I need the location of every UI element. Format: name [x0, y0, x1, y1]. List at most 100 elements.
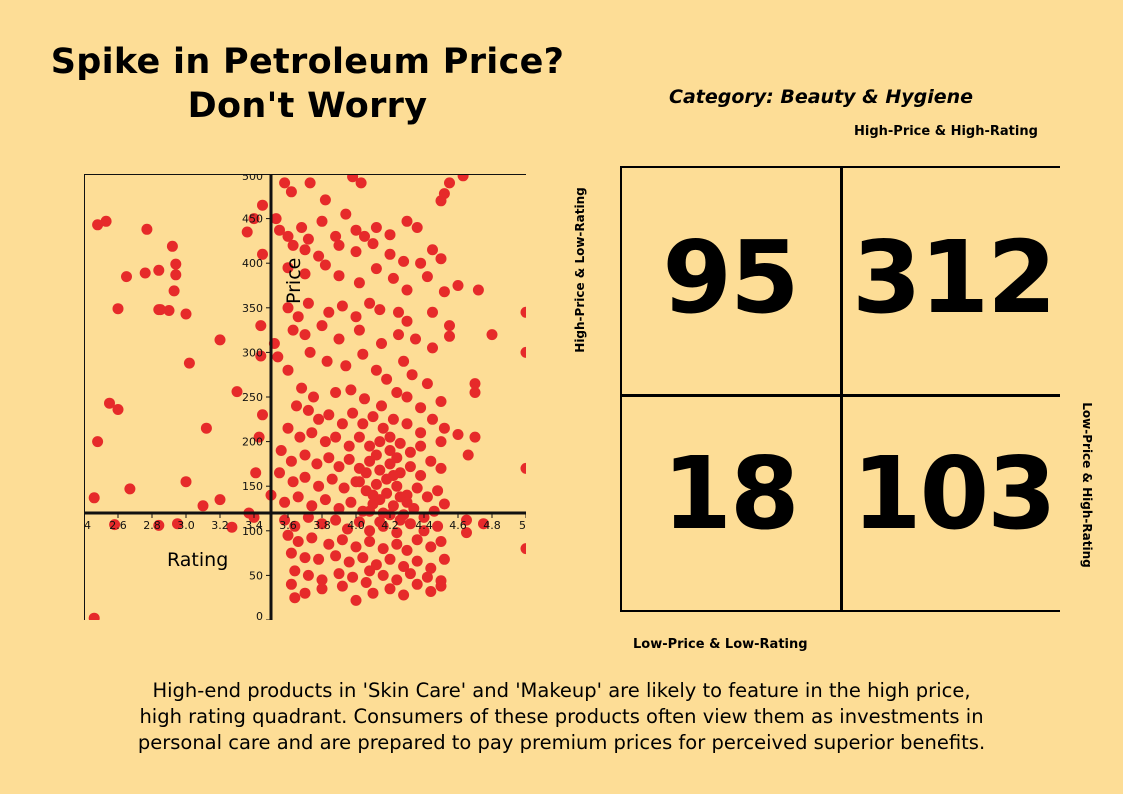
y-tick-label: 450	[242, 213, 263, 226]
data-point	[333, 333, 345, 345]
data-point	[411, 578, 423, 590]
data-point	[112, 404, 124, 415]
data-point	[274, 467, 285, 479]
data-point	[287, 239, 299, 251]
data-point	[287, 324, 299, 336]
data-point	[319, 194, 331, 206]
data-point	[435, 462, 447, 474]
data-point	[359, 230, 370, 242]
count-low-price-low-rating: 18	[662, 435, 799, 552]
data-point	[308, 391, 319, 403]
data-point	[330, 431, 342, 443]
data-point	[306, 427, 318, 439]
data-point	[404, 461, 416, 473]
quadrant-horizontal-divider	[620, 394, 1060, 397]
scatter-plot: 4 2.6 2.8 3.0 3.2 3.4 3.6 3.8 4.0 4.2 4.4 4.6 4.8 505…	[84, 174, 526, 620]
data-point	[418, 525, 430, 537]
data-point	[180, 308, 192, 320]
ticks-layer: 4 2.6 2.8 3.0 3.2 3.4 3.6 3.8 4.0 4.2 4.4 4.6 4.8 505…	[84, 174, 526, 620]
data-point	[282, 302, 294, 314]
data-point	[289, 592, 301, 604]
data-point	[384, 445, 396, 456]
data-point	[370, 364, 382, 376]
data-point	[415, 440, 427, 452]
y-tick-label: 300	[242, 346, 263, 359]
data-point	[357, 348, 369, 360]
data-point	[302, 569, 314, 581]
data-point	[343, 440, 355, 452]
caption-line-2: high rating quadrant. Consumers of these…	[139, 705, 984, 728]
data-point	[292, 536, 304, 547]
category-heading: Category: Beauty & Hygiene	[669, 86, 973, 108]
count-low-price-high-rating: 103	[852, 435, 1057, 552]
data-point	[155, 304, 166, 316]
caption-line-1: High-end products in 'Skin Care' and 'Ma…	[152, 679, 971, 702]
data-point	[384, 431, 396, 443]
data-point	[299, 471, 311, 483]
x-tick-label: 3.8	[313, 519, 331, 532]
data-point	[469, 431, 481, 443]
data-point	[333, 568, 345, 580]
data-point	[415, 402, 427, 414]
data-point	[427, 413, 438, 425]
data-point	[415, 470, 427, 481]
data-point	[336, 580, 348, 592]
x-tick-label: 4.0	[347, 519, 365, 532]
data-point	[376, 400, 387, 412]
data-point	[345, 496, 357, 508]
data-point	[411, 482, 423, 494]
data-point	[345, 384, 357, 396]
category-value: : Beauty & Hygiene	[766, 86, 974, 108]
data-point	[391, 527, 403, 539]
data-point	[478, 518, 489, 530]
data-point	[364, 297, 376, 309]
data-point	[291, 400, 302, 412]
data-point	[302, 511, 314, 523]
count-high-price-low-rating: 95	[662, 219, 799, 336]
data-point	[377, 422, 389, 434]
data-point	[296, 382, 308, 394]
data-point	[350, 246, 362, 258]
x-tick-label: 4	[84, 519, 91, 532]
data-point	[311, 458, 323, 470]
data-point	[486, 329, 498, 341]
data-point	[285, 547, 297, 559]
data-point	[323, 409, 335, 421]
data-point	[270, 213, 282, 225]
data-point	[279, 177, 291, 189]
data-point	[415, 257, 427, 269]
data-point	[410, 333, 421, 345]
data-point	[170, 258, 182, 270]
data-point	[197, 500, 209, 512]
data-point	[274, 224, 285, 236]
data-point	[313, 553, 325, 565]
data-point	[316, 574, 328, 586]
y-tick-label: 100	[242, 525, 263, 538]
data-point	[282, 529, 294, 541]
data-point	[285, 578, 297, 590]
data-point	[520, 346, 526, 358]
data-point	[367, 411, 379, 423]
data-point	[255, 350, 267, 362]
data-point	[377, 543, 389, 555]
data-point	[296, 222, 308, 233]
data-point	[340, 360, 352, 372]
x-tick-label: 3.0	[177, 519, 195, 532]
data-point	[370, 449, 382, 461]
data-point	[469, 387, 481, 398]
data-point	[520, 306, 526, 318]
data-point	[411, 222, 423, 233]
data-point	[316, 518, 328, 530]
data-point	[333, 461, 345, 473]
data-point	[285, 455, 297, 467]
data-point	[391, 538, 403, 550]
y-tick-label: 150	[242, 480, 263, 493]
data-point	[391, 452, 403, 464]
data-point	[180, 476, 192, 488]
data-point	[350, 594, 362, 606]
data-point	[421, 491, 433, 503]
data-point	[200, 422, 212, 434]
data-point	[435, 253, 447, 265]
x-tick-label: 4.8	[483, 519, 501, 532]
data-point	[404, 568, 416, 580]
